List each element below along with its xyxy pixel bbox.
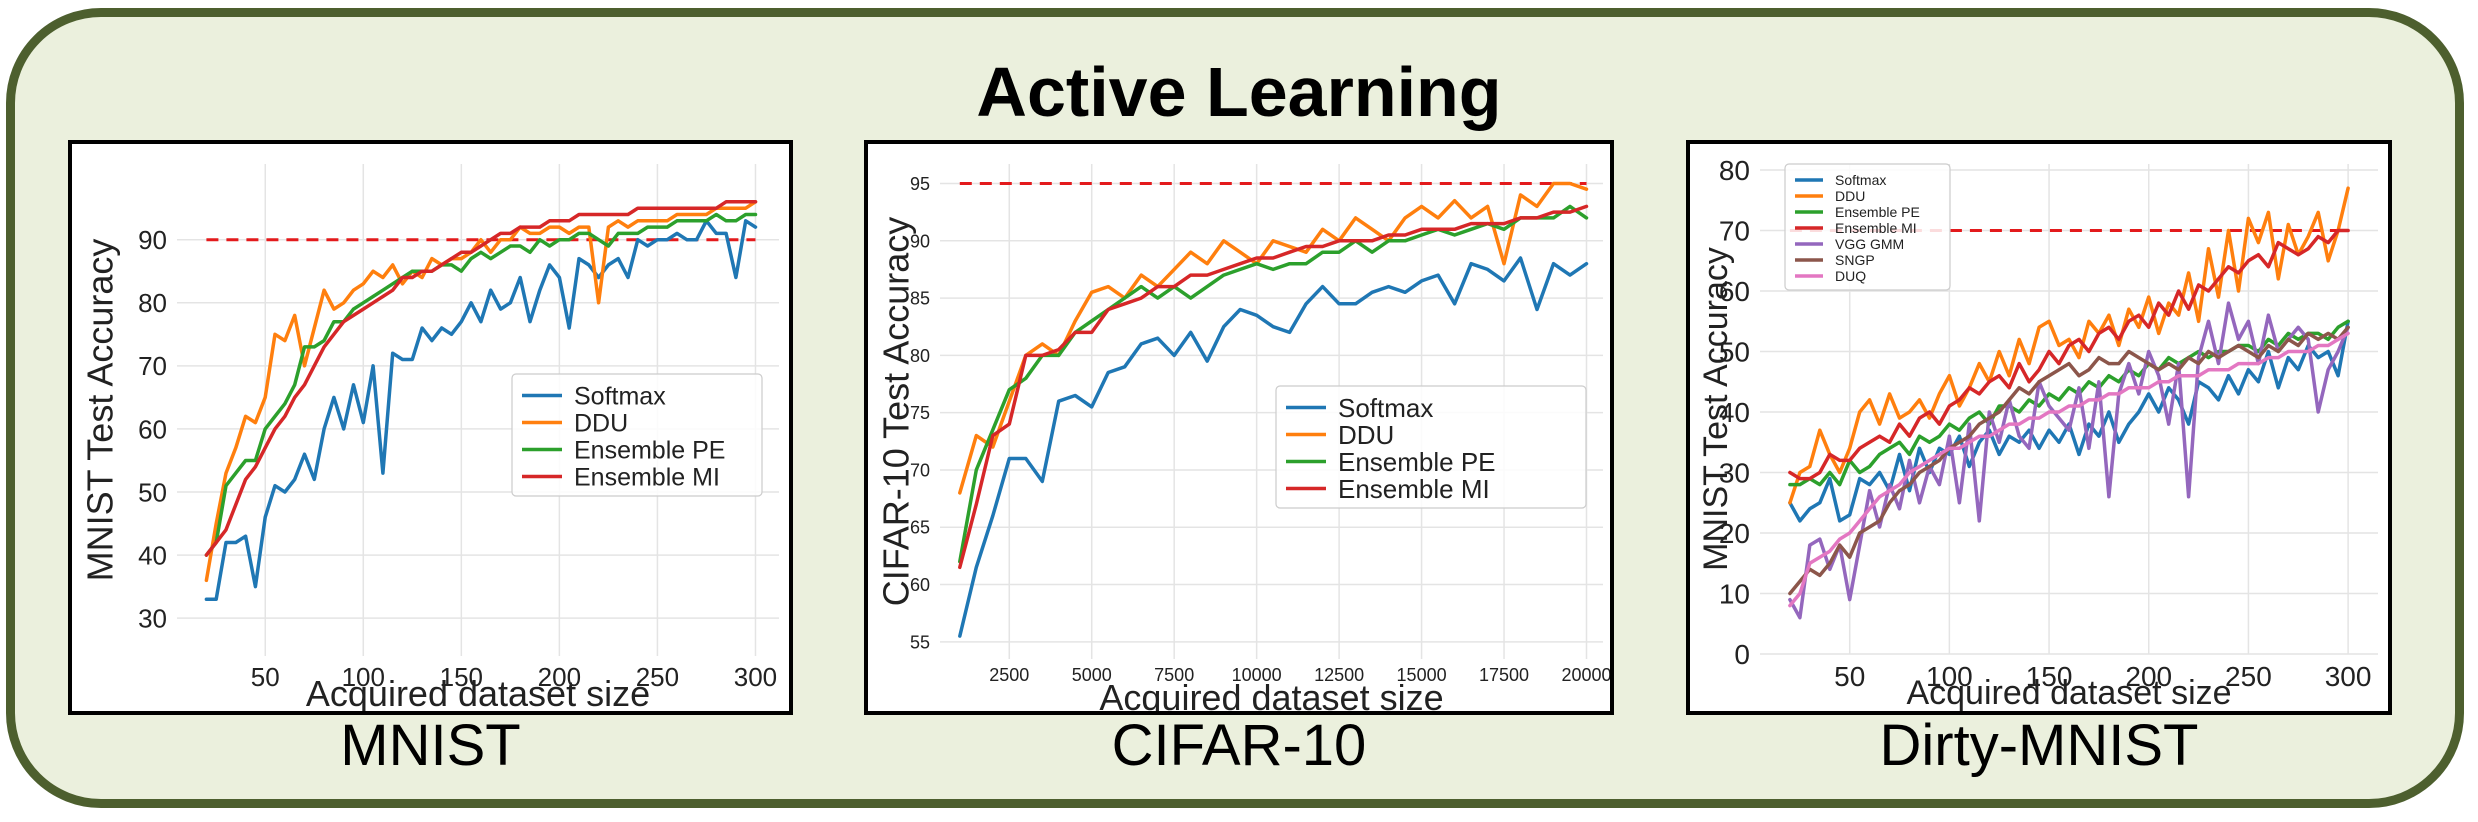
y-tick-label: 80 <box>1719 155 1750 186</box>
legend-box <box>1784 163 1951 291</box>
series-line-ensemble-mi <box>1788 228 2350 481</box>
y-tick-label: 80 <box>910 346 930 366</box>
y-tick-label: 60 <box>138 414 167 444</box>
y-tick-label: 0 <box>1734 639 1750 670</box>
x-tick-label: 100 <box>342 662 385 692</box>
mnist-chart: 50 100 150 200 250 300 30 40 50 60 70 80 90 Acquired … <box>80 164 779 714</box>
series-line-ensemble-mi <box>204 200 758 557</box>
y-tick-label: 40 <box>138 540 167 570</box>
x-tick-label: 17500 <box>1479 665 1529 685</box>
legend-label-sngp: SNGP <box>1835 252 1875 268</box>
y-axis-label: CIFAR-10 Test Accuracy <box>876 217 917 606</box>
series-line-ensemble-mi <box>958 204 1589 570</box>
cifar10-chart: 2500 5000 7500 10000 12500 15000 17500 20000 55 6… <box>876 164 1611 715</box>
series-line-ddu <box>204 200 758 583</box>
legend-box <box>511 373 763 497</box>
series-line-softmax <box>958 256 1589 638</box>
mnist-chart-panel: 50 100 150 200 250 300 30 40 50 60 70 80 90 Acquired … <box>68 140 793 715</box>
y-tick-label: 75 <box>910 403 930 423</box>
dirty-mnist-chart: 50 100 150 200 250 300 0 10 20 30 40 50 60 70 80 Acquir… <box>1697 155 2378 712</box>
series-line-ensemble-pe <box>958 204 1589 564</box>
x-axis-label: Acquired dataset size <box>1906 674 2231 712</box>
x-tick-label: 100 <box>1926 661 1973 692</box>
series-line-softmax <box>204 219 758 601</box>
series-line-ensemble-pe <box>204 212 758 557</box>
y-tick-label: 60 <box>910 575 930 595</box>
x-tick-label: 150 <box>2026 661 2073 692</box>
x-tick-label: 7500 <box>1154 665 1194 685</box>
y-tick-label: 10 <box>1719 579 1750 610</box>
x-tick-label: 200 <box>538 662 581 692</box>
y-tick-label: 50 <box>1719 337 1750 368</box>
x-tick-label: 300 <box>2325 661 2372 692</box>
x-tick-label: 50 <box>1834 661 1865 692</box>
y-tick-label: 90 <box>138 225 167 255</box>
legend-label-softmax: Softmax <box>1835 172 1886 188</box>
y-axis-label: MNIST Test Accuracy <box>80 239 121 582</box>
y-tick-label: 70 <box>910 460 930 480</box>
x-tick-label: 300 <box>734 662 777 692</box>
y-tick-label: 95 <box>910 174 930 194</box>
x-tick-label: 250 <box>636 662 679 692</box>
figure-title: Active Learning <box>976 53 1502 131</box>
cifar10-caption: CIFAR-10 <box>1111 713 1367 778</box>
dirty-mnist-chart-panel: 50 100 150 200 250 300 0 10 20 30 40 50 60 70 80 Acquir… <box>1686 140 2392 715</box>
x-tick-label: 20000 <box>1561 665 1611 685</box>
y-tick-label: 70 <box>1719 216 1750 247</box>
x-axis-label: Acquired dataset size <box>1099 677 1443 715</box>
y-tick-label: 70 <box>138 351 167 381</box>
legend-label-duq: DUQ <box>1835 268 1866 284</box>
legend-label-ensemble-mi: Ensemble MI <box>574 464 720 492</box>
y-tick-label: 20 <box>1719 518 1750 549</box>
series-line-ddu <box>1788 186 2350 505</box>
legend-label-softmax: Softmax <box>1338 393 1433 423</box>
legend-label-ddu: DDU <box>1338 420 1394 450</box>
legend-label-ensemble-pe: Ensemble PE <box>574 437 725 465</box>
legend-label-ddu: DDU <box>574 410 628 438</box>
x-tick-label: 15000 <box>1397 665 1447 685</box>
x-tick-label: 50 <box>251 662 280 692</box>
cifar10-chart-panel: 2500 5000 7500 10000 12500 15000 17500 20000 55 6… <box>864 140 1614 715</box>
y-tick-label: 85 <box>910 289 930 309</box>
legend-box <box>1275 385 1587 509</box>
x-tick-label: 12500 <box>1314 665 1364 685</box>
dirty-mnist-caption: Dirty-MNIST <box>1879 713 2199 778</box>
mnist-caption: MNIST <box>340 713 521 778</box>
x-tick-label: 250 <box>2225 661 2272 692</box>
y-tick-label: 30 <box>138 604 167 634</box>
series-line-sngp <box>1788 325 2350 596</box>
y-tick-label: 60 <box>1719 276 1750 307</box>
y-axis-label: MNIST Test Accuracy <box>1697 247 1735 571</box>
legend-label-ddu: DDU <box>1835 188 1865 204</box>
x-tick-label: 5000 <box>1072 665 1112 685</box>
x-tick-label: 10000 <box>1232 665 1282 685</box>
legend-label-ensemble-mi: Ensemble MI <box>1338 474 1490 504</box>
legend-label-ensemble-pe: Ensemble PE <box>1338 447 1496 477</box>
x-tick-label: 150 <box>440 662 483 692</box>
x-tick-label: 2500 <box>989 665 1029 685</box>
y-tick-label: 90 <box>910 231 930 251</box>
legend-label-softmax: Softmax <box>574 383 666 411</box>
x-tick-label: 200 <box>2125 661 2172 692</box>
y-tick-label: 50 <box>138 477 167 507</box>
legend-label-ensemble-pe: Ensemble PE <box>1835 204 1920 220</box>
legend-label-vgg-gmm: VGG GMM <box>1835 236 1904 252</box>
series-line-duq <box>1788 331 2350 608</box>
x-axis-label: Acquired dataset size <box>306 673 650 714</box>
y-tick-label: 30 <box>1719 458 1750 489</box>
y-tick-label: 55 <box>910 632 930 652</box>
legend-label-ensemble-mi: Ensemble MI <box>1835 220 1917 236</box>
y-tick-label: 80 <box>138 288 167 318</box>
y-tick-label: 40 <box>1719 397 1750 428</box>
y-tick-label: 65 <box>910 518 930 538</box>
